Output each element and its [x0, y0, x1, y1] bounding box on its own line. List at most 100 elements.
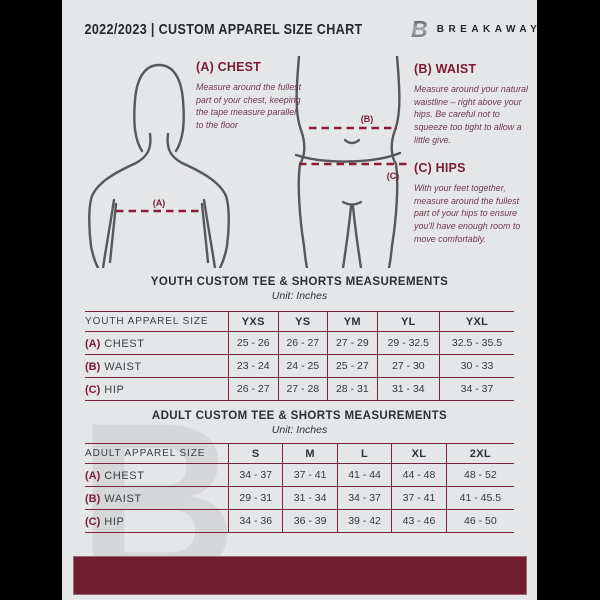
waist-hips-guide: (B) WAIST Measure around your natural wa… — [414, 62, 535, 260]
right-armpit-line — [202, 198, 217, 268]
size-column-header: S — [227, 443, 283, 464]
adult-table-title: ADULT CUSTOM TEE & SHORTS MEASUREMENTS — [151, 410, 448, 422]
measurement-letter: (A) — [85, 338, 101, 350]
measurement-value-cell: 29 - 32.5 — [376, 331, 440, 355]
head-outline — [133, 63, 185, 153]
hips-description: With your feet together, measure around … — [414, 183, 521, 244]
size-column-header: YS — [277, 311, 328, 332]
measurement-letter: (C) — [85, 384, 101, 396]
measurement-value-cell: 29 - 31 — [227, 486, 283, 510]
crotch-line — [341, 200, 363, 206]
measurement-value-cell: 31 - 34 — [282, 486, 338, 510]
measurement-letter: (B) — [85, 361, 101, 373]
measurement-row: (C) HIP 34 - 36 36 - 39 39 - 42 43 - 46 46 - 5… — [85, 509, 514, 533]
size-column-header: YXL — [438, 311, 514, 332]
size-table-header-row: YOUTH APPAREL SIZE YXS YS YM YL YXL — [85, 311, 514, 332]
measurement-value-cell: 46 - 50 — [445, 509, 514, 533]
measurement-value-cell: 32.5 - 35.5 — [438, 331, 514, 355]
chest-guide: (A) CHEST Measure around the fullest par… — [196, 60, 302, 147]
youth-table-unit: Unit: Inches — [271, 290, 328, 302]
measurement-row: (B) WAIST 23 - 24 24 - 25 25 - 27 27 - 30 30 -… — [85, 354, 514, 378]
measurement-row: (A) CHEST 34 - 37 37 - 41 41 - 44 44 - 48 48 -… — [85, 463, 514, 487]
waist-line-label: (B) — [361, 114, 374, 124]
size-column-header: 2XL — [445, 443, 514, 464]
right-inner-leg — [351, 204, 363, 268]
brand-name: BREAKAWAY — [436, 23, 537, 35]
measurement-row: (B) WAIST 29 - 31 31 - 34 34 - 37 37 - 41 41 -… — [85, 486, 514, 510]
brand-lockup: B BREAKAWAY — [404, 16, 537, 42]
size-chart-document: 2022/2023 | CUSTOM APPAREL SIZE CHART B … — [62, 0, 537, 600]
measurement-value-cell: 43 - 46 — [391, 509, 447, 533]
measurement-value-cell: 41 - 44 — [336, 463, 392, 487]
measurement-value-cell: 37 - 41 — [391, 486, 447, 510]
hips-heading: (C) HIPS — [414, 161, 466, 176]
measurement-letter: (A) — [85, 470, 101, 482]
measurement-value-cell: 41 - 45.5 — [445, 486, 514, 510]
upper-body-figure: (A) — [88, 63, 230, 268]
chest-description: Measure around the fullest part of your … — [196, 82, 302, 130]
waist-heading: (B) WAIST — [414, 62, 477, 76]
lower-body-figure: (B) (C) — [294, 56, 407, 268]
waist-description: Measure around your natural waistline – … — [414, 84, 528, 145]
measurement-row-label: (A) CHEST — [85, 464, 229, 487]
footer-bar — [73, 556, 527, 595]
document-header: 2022/2023 | CUSTOM APPAREL SIZE CHART B … — [62, 16, 537, 42]
navel-mark — [343, 138, 361, 145]
chest-heading: (A) CHEST — [196, 60, 261, 74]
measurement-value-cell: 48 - 52 — [445, 463, 514, 487]
measurement-value-cell: 26 - 27 — [277, 331, 328, 355]
chest-line-label: (A) — [153, 198, 166, 208]
measurement-value-cell: 26 - 27 — [228, 377, 279, 401]
measurement-name: HIP — [104, 384, 125, 396]
measurement-value-cell: 44 - 48 — [391, 463, 447, 487]
measurement-value-cell: 30 - 33 — [438, 354, 514, 378]
measurement-value-cell: 28 - 31 — [327, 377, 378, 401]
measurement-value-cell: 23 - 24 — [228, 354, 279, 378]
adult-size-table: ADULT APPAREL SIZE S M L XL 2XL (A) CHEST 34 - 3… — [85, 443, 514, 533]
size-column-header: XL — [391, 443, 447, 464]
size-column-header: YL — [376, 311, 440, 332]
right-hip-leg-outline — [387, 56, 401, 268]
measurement-value-cell: 34 - 37 — [438, 377, 514, 401]
measurement-value-cell: 27 - 28 — [277, 377, 328, 401]
measurement-value-cell: 34 - 37 — [336, 486, 392, 510]
measurement-value-cell: 25 - 27 — [327, 354, 378, 378]
measurement-name: CHEST — [104, 338, 145, 350]
measurement-row-label: (C) HIP — [85, 510, 229, 533]
measurement-name: CHEST — [104, 470, 145, 482]
right-shoulder-arm — [166, 132, 230, 268]
adult-table-unit: Unit: Inches — [271, 424, 328, 436]
measurement-value-cell: 25 - 26 — [228, 331, 279, 355]
measurement-row: (C) HIP 26 - 27 27 - 28 28 - 31 31 - 34 34 - 3… — [85, 377, 514, 401]
measurement-value-cell: 27 - 29 — [327, 331, 378, 355]
measurement-row-label: (C) HIP — [85, 378, 229, 401]
apparel-size-header-label: YOUTH APPAREL SIZE — [85, 316, 209, 327]
measurement-row-label: (A) CHEST — [85, 332, 229, 355]
measurement-row-label: (B) WAIST — [85, 487, 229, 510]
measurement-value-cell: 36 - 39 — [282, 509, 338, 533]
size-table-header-row: ADULT APPAREL SIZE S M L XL 2XL — [85, 443, 514, 464]
measurement-value-cell: 31 - 34 — [376, 377, 440, 401]
breakaway-logo-icon: B — [404, 16, 427, 42]
document-title: 2022/2023 | CUSTOM APPAREL SIZE CHART — [84, 20, 363, 38]
measurement-name: HIP — [104, 516, 125, 528]
right-side-line — [200, 202, 210, 264]
left-shoulder-arm — [88, 132, 152, 268]
youth-size-table: YOUTH APPAREL SIZE YXS YS YM YL YXL (A) CHEST 25… — [85, 311, 514, 401]
size-column-header: L — [336, 443, 392, 464]
size-column-header: YXS — [228, 311, 279, 332]
measurement-name: WAIST — [104, 493, 142, 505]
size-column-header: YM — [327, 311, 378, 332]
measurement-value-cell: 39 - 42 — [336, 509, 392, 533]
youth-table-title: YOUTH CUSTOM TEE & SHORTS MEASUREMENTS — [150, 276, 449, 288]
measurement-value-cell: 27 - 30 — [376, 354, 440, 378]
measurement-value-cell: 34 - 37 — [227, 463, 283, 487]
size-column-header: M — [282, 443, 338, 464]
measurement-name: WAIST — [104, 361, 142, 373]
measurement-letter: (C) — [85, 516, 101, 528]
hips-line-label: (C) — [387, 171, 400, 181]
left-inner-leg — [341, 204, 353, 268]
hip-sweep-line — [294, 151, 402, 163]
apparel-size-header-label: ADULT APPAREL SIZE — [85, 448, 206, 459]
